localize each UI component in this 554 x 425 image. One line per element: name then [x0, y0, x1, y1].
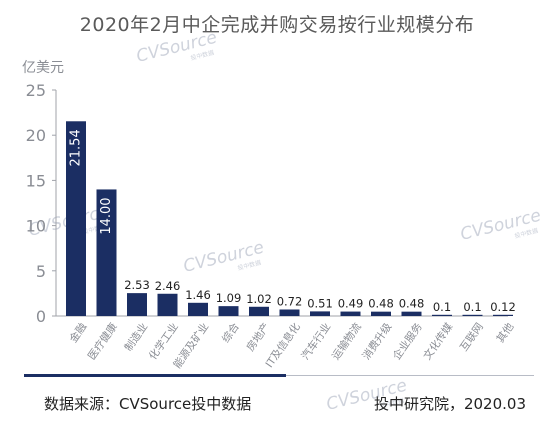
category-label: 制造业 — [122, 320, 151, 353]
bar — [249, 306, 269, 316]
watermark-logo: CVSource — [458, 206, 543, 245]
value-label: 2.53 — [124, 278, 150, 292]
value-label: 0.12 — [490, 300, 516, 314]
bar — [340, 311, 361, 316]
category-label: 企业服务 — [390, 320, 425, 362]
bar — [310, 311, 330, 316]
category-label: 医疗健康 — [85, 320, 120, 362]
bar — [493, 314, 513, 316]
y-axis-label: 亿美元 — [22, 60, 64, 76]
bar — [218, 306, 239, 316]
watermark-logo: CVSource — [134, 28, 219, 67]
bar — [96, 189, 117, 316]
category-label: 其他 — [494, 320, 517, 345]
bar — [279, 309, 300, 316]
y-axis: 亿美元 0 5 10 15 20 25 — [22, 60, 64, 326]
category-label: 化学工业 — [146, 320, 181, 362]
bar — [371, 311, 391, 316]
category-label: 文化传媒 — [421, 320, 456, 362]
value-label: 1.09 — [216, 291, 242, 305]
watermark-logo: CVSource — [181, 238, 266, 277]
y-tick-label: 20 — [26, 126, 46, 145]
category-label: 运输物流 — [329, 320, 364, 362]
bar — [127, 293, 147, 316]
value-label: 1.46 — [185, 288, 211, 302]
y-tick-label: 15 — [26, 171, 46, 190]
bar — [432, 314, 452, 316]
y-tick-label: 10 — [26, 217, 46, 236]
data-source: 数据来源：CVSource投中数据 — [44, 395, 252, 413]
footer-rule-light — [286, 375, 534, 376]
category-label: 消费升级 — [360, 320, 395, 362]
category-label: 金融 — [67, 320, 90, 345]
category-label: 汽车行业 — [299, 320, 334, 362]
footer-rule-dark — [24, 374, 286, 377]
value-label: 0.49 — [338, 297, 364, 311]
y-tick-label: 25 — [26, 81, 46, 100]
value-label: 0.72 — [277, 294, 303, 308]
bar — [462, 314, 483, 316]
bar — [66, 121, 86, 316]
value-label: 14.00 — [99, 197, 114, 234]
chart-title: 2020年2月中企完成并购交易按行业规模分布 — [79, 14, 475, 36]
value-label: 0.51 — [307, 296, 333, 310]
value-labels: 21.54 14.00 2.53 2.46 1.46 1.09 1.02 0.72 0.51 0.… — [69, 129, 516, 314]
value-label: 2.46 — [155, 279, 181, 293]
bar — [401, 311, 422, 316]
category-label: 互联网 — [458, 321, 486, 354]
bar — [188, 302, 208, 316]
value-label: 0.48 — [368, 297, 394, 311]
value-label: 0.48 — [399, 297, 425, 311]
y-tick-label: 5 — [36, 262, 46, 281]
value-label: 0.1 — [433, 300, 451, 314]
category-label: 房地产 — [244, 320, 273, 353]
category-label: 综合 — [219, 320, 242, 345]
bar — [157, 293, 178, 316]
bars — [66, 121, 513, 316]
publisher-credit: 投中研究院，2020.03 — [373, 395, 526, 413]
value-label: 1.02 — [246, 292, 272, 306]
value-label: 21.54 — [69, 129, 84, 166]
value-label: 0.1 — [463, 300, 481, 314]
y-tick-label: 0 — [36, 307, 46, 326]
